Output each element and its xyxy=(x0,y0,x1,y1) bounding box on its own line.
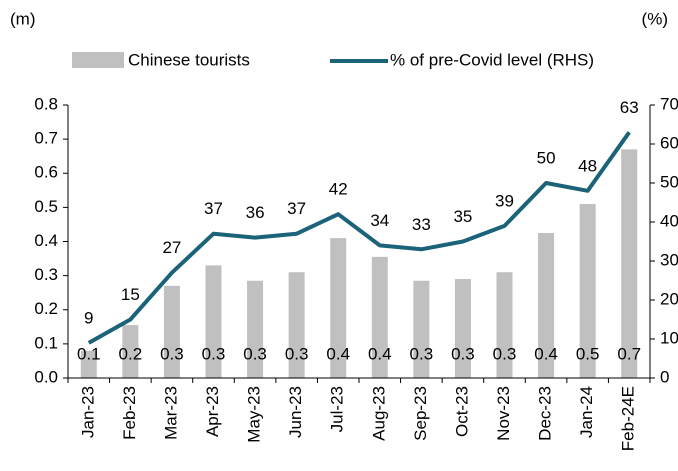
y-tick-label: 0.6 xyxy=(34,163,58,182)
line-value-label: 35 xyxy=(453,207,472,226)
line-value-label: 15 xyxy=(121,285,140,304)
bar xyxy=(288,272,305,378)
bar xyxy=(205,265,222,378)
y2-tick-label: 30 xyxy=(660,250,678,269)
x-tick-label: Oct-23 xyxy=(452,386,471,437)
x-tick-label: Feb-23 xyxy=(120,386,139,440)
line-value-label: 33 xyxy=(412,215,431,234)
x-tick-label: Apr-23 xyxy=(203,386,222,437)
y2-tick-label: 40 xyxy=(660,211,678,230)
bar-value-label: 0.7 xyxy=(617,344,641,363)
bar-value-label: 0.3 xyxy=(410,344,434,363)
bar-value-label: 0.5 xyxy=(576,344,600,363)
y2-tick-label: 20 xyxy=(660,289,678,308)
bar-value-label: 0.3 xyxy=(160,344,184,363)
x-tick-label: Jan-24 xyxy=(577,386,596,438)
x-tick-label: Feb-24E xyxy=(619,386,638,451)
y-axis-label: (m) xyxy=(10,9,35,28)
bar-value-label: 0.3 xyxy=(285,344,309,363)
x-tick-label: Dec-23 xyxy=(536,386,555,441)
line-value-label: 9 xyxy=(84,308,93,327)
x-tick-label: Jun-23 xyxy=(286,386,305,438)
line-value-label: 37 xyxy=(204,199,223,218)
x-tick-label: Aug-23 xyxy=(369,386,388,441)
bar-value-label: 0.4 xyxy=(368,344,392,363)
y2-tick-label: 60 xyxy=(660,133,678,152)
bar xyxy=(371,256,388,378)
y-tick-label: 0.2 xyxy=(34,299,58,318)
bar xyxy=(538,232,555,378)
bar-value-label: 0.1 xyxy=(77,344,101,363)
bar xyxy=(621,149,638,378)
line-value-label: 36 xyxy=(246,203,265,222)
line-value-label: 48 xyxy=(578,156,597,175)
line-value-label: 63 xyxy=(620,98,639,117)
line-value-label: 34 xyxy=(370,211,389,230)
y-tick-label: 0.3 xyxy=(34,265,58,284)
y-tick-label: 0.0 xyxy=(34,367,58,386)
y-tick-label: 0.4 xyxy=(34,231,58,250)
bar-value-label: 0.4 xyxy=(326,344,350,363)
x-tick-label: Jul-23 xyxy=(328,386,347,432)
bar xyxy=(122,325,139,378)
line-value-label: 37 xyxy=(287,199,306,218)
x-tick-label: Jan-23 xyxy=(78,386,97,438)
bar-value-label: 0.4 xyxy=(534,344,558,363)
y2-tick-label: 10 xyxy=(660,328,678,347)
bar-value-label: 0.3 xyxy=(493,344,517,363)
bar xyxy=(80,350,97,378)
line-value-label: 50 xyxy=(537,148,556,167)
legend-label: Chinese tourists xyxy=(128,50,250,69)
x-tick-label: Sep-23 xyxy=(411,386,430,441)
line-value-label: 27 xyxy=(162,238,181,257)
bar xyxy=(163,285,180,378)
legend-swatch-bar xyxy=(72,52,124,68)
bar xyxy=(413,280,430,378)
bar-value-label: 0.3 xyxy=(451,344,475,363)
bar xyxy=(454,279,471,378)
y2-tick-label: 70 xyxy=(660,94,678,113)
line-value-label: 42 xyxy=(329,180,348,199)
line-value-label: 39 xyxy=(495,191,514,210)
bar xyxy=(579,203,596,378)
x-tick-label: Mar-23 xyxy=(161,386,180,440)
bar-value-label: 0.3 xyxy=(243,344,267,363)
y-tick-label: 0.1 xyxy=(34,333,58,352)
y2-tick-label: 0 xyxy=(660,367,669,386)
x-tick-label: May-23 xyxy=(245,386,264,443)
x-tick-label: Nov-23 xyxy=(494,386,513,441)
y-tick-label: 0.7 xyxy=(34,129,58,148)
bar-value-label: 0.2 xyxy=(119,344,143,363)
y-tick-label: 0.5 xyxy=(34,197,58,216)
y2-tick-label: 50 xyxy=(660,172,678,191)
y-tick-label: 0.8 xyxy=(34,94,58,113)
bar xyxy=(496,272,513,378)
legend-label: % of pre-Covid level (RHS) xyxy=(390,50,594,69)
line xyxy=(87,131,631,345)
bar-value-label: 0.3 xyxy=(202,344,226,363)
bar xyxy=(247,280,264,378)
bar xyxy=(330,238,347,378)
y2-axis-label: (%) xyxy=(642,9,668,28)
